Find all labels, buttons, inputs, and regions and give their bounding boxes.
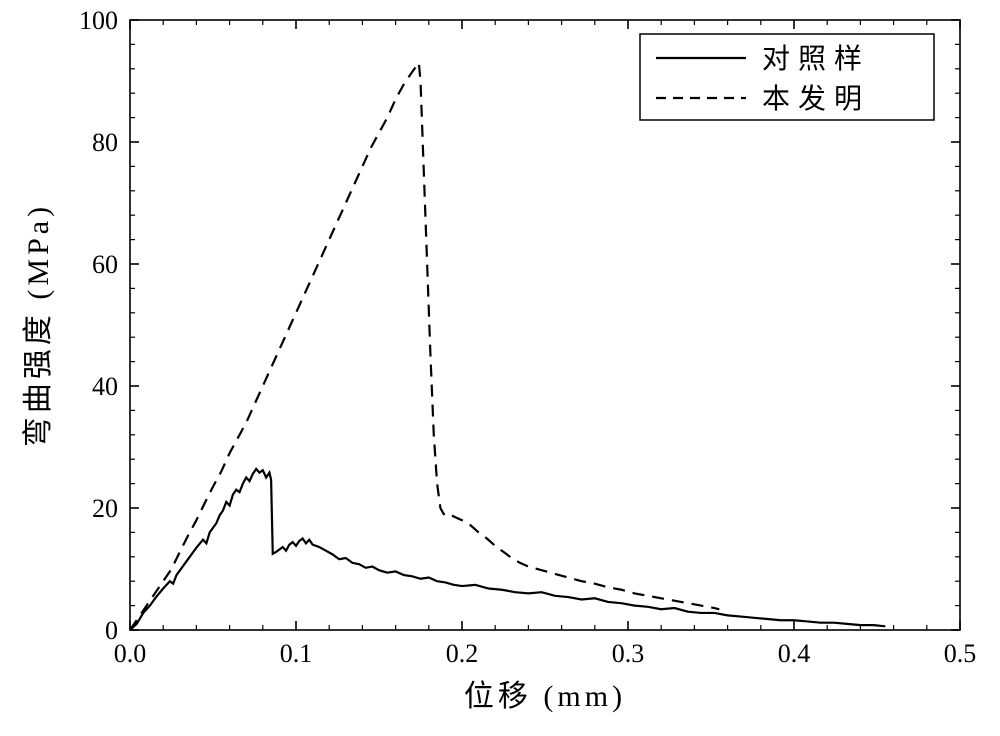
x-tick-label: 0.5	[944, 639, 977, 668]
x-tick-label: 0.4	[778, 639, 811, 668]
chart-container: 0.0 0.1 0.2 0.3 0.4 0.5 0 20 40 60 80 100 位移 (mm) 弯曲强…	[0, 0, 1000, 736]
legend-label-invention: 本发明	[762, 83, 870, 115]
line-chart: 0.0 0.1 0.2 0.3 0.4 0.5 0 20 40 60 80 100 位移 (mm) 弯曲强…	[0, 0, 1000, 736]
y-tick-label: 0	[105, 616, 118, 645]
x-tick-label: 0.1	[280, 639, 313, 668]
y-tick-label: 100	[79, 6, 118, 35]
x-tick-label: 0.3	[612, 639, 645, 668]
y-tick-label: 40	[92, 372, 118, 401]
x-tick-label: 0.2	[446, 639, 479, 668]
y-axis-title: 弯曲强度 (MPa)	[22, 203, 55, 447]
x-axis-title: 位移 (mm)	[464, 680, 626, 713]
y-tick-label: 80	[92, 128, 118, 157]
legend-label-control: 对照样	[762, 43, 870, 75]
y-tick-label: 20	[92, 494, 118, 523]
x-tick-label: 0.0	[114, 639, 147, 668]
y-tick-label: 60	[92, 250, 118, 279]
